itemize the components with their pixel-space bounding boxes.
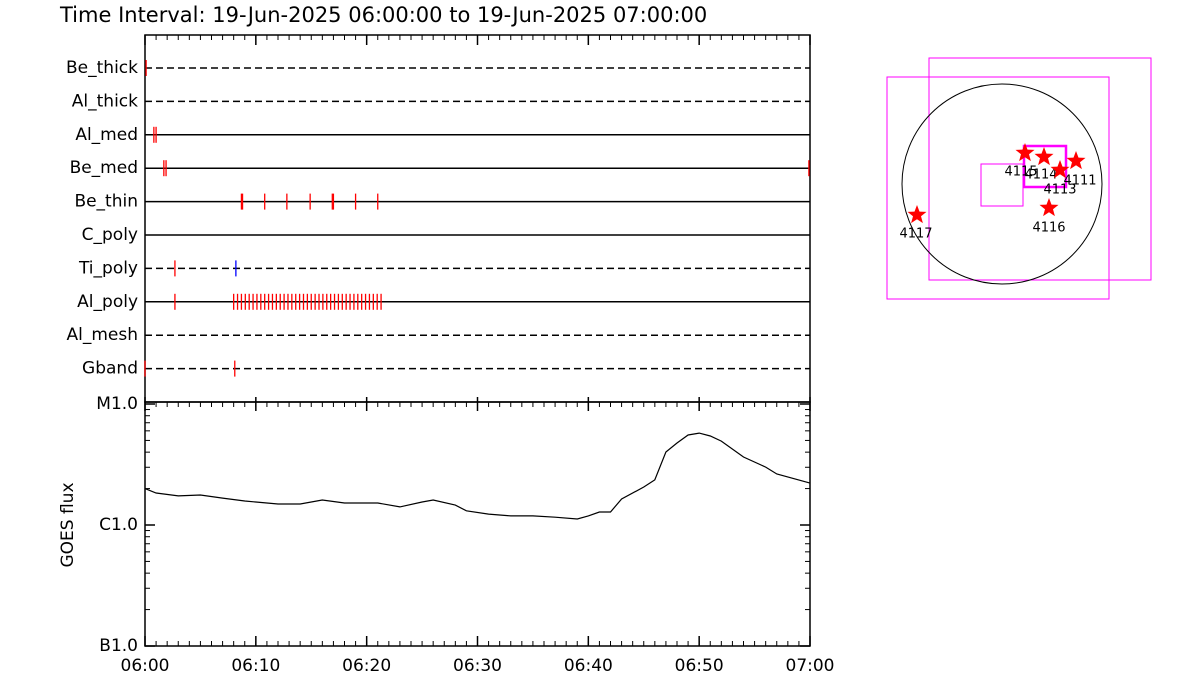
fov-box (928, 57, 1152, 281)
region-label: 4113 (1043, 183, 1076, 198)
row-label: Al_thick (72, 91, 138, 111)
y-tick-label: B1.0 (99, 636, 138, 656)
goes-line (144, 432, 811, 520)
region-label: 4117 (899, 227, 932, 242)
row-label: Al_poly (77, 292, 138, 312)
y-tick-label: M1.0 (96, 394, 138, 414)
region-label: 4115 (1004, 165, 1037, 180)
region-star (1050, 160, 1070, 179)
x-tick-label: 06:30 (453, 656, 502, 676)
x-tick-label: 07:00 (786, 656, 835, 676)
x-tick-label: 06:00 (121, 656, 170, 676)
x-tick-label: 06:20 (342, 656, 391, 676)
x-tick-label: 06:40 (564, 656, 613, 676)
region-star (1015, 143, 1035, 162)
region-label: 4114 (1024, 168, 1057, 183)
region-star (1034, 147, 1054, 166)
row-label: Gband (82, 359, 138, 379)
row-label: Ti_poly (78, 258, 138, 278)
region-star (1066, 151, 1086, 170)
row-label: C_poly (82, 225, 138, 245)
row-label: Al_mesh (66, 325, 138, 345)
row-label: Be_thin (74, 192, 138, 212)
row-label: Be_thick (66, 58, 138, 78)
y-axis-label: GOES flux (58, 482, 78, 567)
region-label: 4111 (1063, 174, 1096, 189)
row-label: Al_med (75, 125, 138, 145)
y-tick-label: C1.0 (99, 515, 138, 535)
row-label: Be_med (70, 158, 138, 178)
fov-box (1022, 144, 1068, 189)
region-star (907, 205, 927, 224)
title: Time Interval: 19-Jun-2025 06:00:00 to 1… (59, 3, 707, 27)
fov-box (886, 76, 1110, 300)
solar-disk (901, 83, 1103, 285)
x-tick-label: 06:10 (231, 656, 280, 676)
x-tick-label: 06:50 (675, 656, 724, 676)
region-label: 4116 (1032, 221, 1065, 236)
region-star (1039, 198, 1059, 217)
